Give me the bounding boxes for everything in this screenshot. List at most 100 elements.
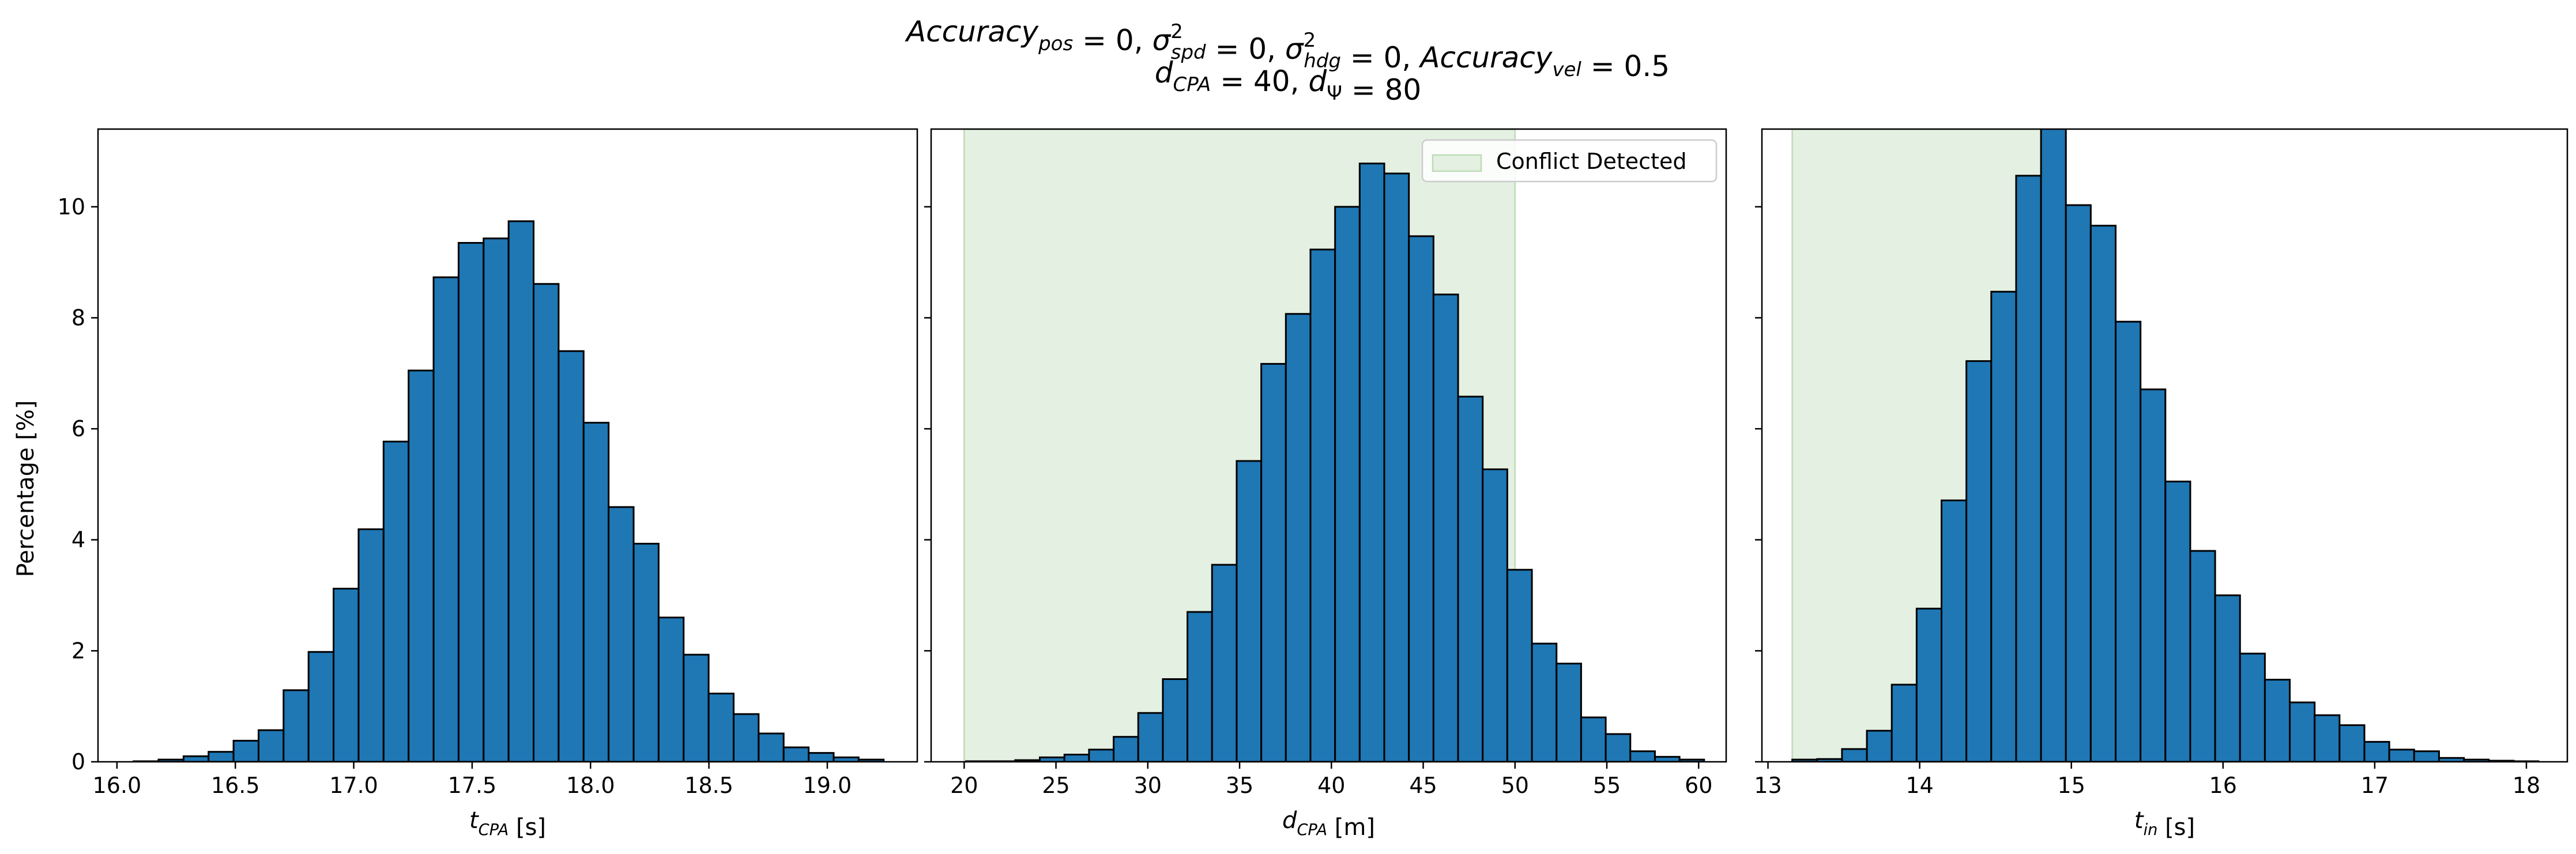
x-tick-label: 14 [1905, 773, 1933, 798]
x-tick-label: 13 [1754, 773, 1782, 798]
legend-label: Conflict Detected [1496, 149, 1686, 174]
histogram-bar [1482, 468, 1508, 762]
x-tick-label: 17.5 [448, 773, 497, 798]
y-tick-label: 10 [58, 194, 85, 220]
histogram-bar [182, 755, 210, 762]
y-axis-label: Percentage [%] [13, 400, 39, 577]
histogram-bar [257, 729, 285, 762]
histogram-bar [432, 276, 460, 762]
histogram-bar [483, 237, 510, 762]
histogram-bar [2164, 481, 2191, 762]
histogram-bar [2314, 714, 2341, 762]
histogram-bar [1383, 172, 1410, 762]
histogram-bar [208, 751, 235, 762]
figure-title-line2: dCPA = 40, dΨ = 80 [1155, 56, 1421, 107]
histogram-bar [2065, 204, 2092, 762]
histogram-bar [1654, 755, 1681, 762]
histogram-bar [558, 350, 585, 762]
histogram-bar [2214, 594, 2241, 762]
histogram-bar [1285, 313, 1312, 762]
y-tick-label: 8 [71, 305, 85, 330]
histogram-bar [357, 528, 385, 762]
x-axis-label: tin [s] [2134, 807, 2195, 841]
histogram-bar [1965, 360, 1993, 762]
histogram-bar [2289, 701, 2316, 762]
histogram-panel-3: 13 14 15 16 17 18 tin [s] [1754, 128, 2569, 841]
histogram-bar [2040, 129, 2067, 762]
histogram-bar [2363, 740, 2390, 762]
histogram-bar [707, 693, 735, 762]
y-tick-label: 2 [71, 638, 85, 663]
x-tick-label: 30 [1134, 773, 1162, 798]
histogram-bar [307, 651, 335, 762]
x-tick-label: 16.0 [93, 773, 142, 798]
histogram-panel-2: 20 25 30 35 40 45 50 55 60 dCPA [m] Conflict Detec… [924, 128, 1727, 841]
histogram-bar [1162, 678, 1189, 762]
histogram-bar [1408, 235, 1434, 762]
histogram-bar [1866, 730, 1893, 762]
x-tick-label: 60 [1685, 773, 1712, 798]
x-tick-label: 50 [1501, 773, 1529, 798]
x-tick-label: 16 [2209, 773, 2237, 798]
histogram-bar [758, 732, 785, 762]
histogram-bar [533, 283, 560, 762]
x-tick-label: 17 [2361, 773, 2389, 798]
x-tick-label: 18 [2513, 773, 2540, 798]
histogram-bar [1531, 643, 1558, 762]
plot-area [963, 129, 1705, 762]
legend-box [1421, 139, 1718, 183]
plot-area [1791, 129, 2540, 762]
histogram-bar [1088, 749, 1115, 762]
x-tick-label: 45 [1409, 773, 1437, 798]
x-tick-label: 16.5 [211, 773, 260, 798]
histogram-bar [1137, 712, 1164, 762]
x-tick-label: 18.0 [566, 773, 615, 798]
histogram-bar [1457, 395, 1484, 762]
histogram-bar [608, 506, 635, 762]
y-tick-label: 6 [71, 416, 85, 441]
y-tick-label: 4 [71, 527, 85, 553]
x-tick-label: 35 [1226, 773, 1253, 798]
histogram-bar [1890, 683, 1918, 762]
histogram-bar [1605, 733, 1632, 762]
histogram-bar [1556, 663, 1582, 762]
histogram-bar [1187, 611, 1213, 762]
histogram-bar [2015, 175, 2042, 762]
x-tick-label: 18.5 [684, 773, 733, 798]
histogram-bar [1063, 753, 1090, 762]
histogram-bar [1113, 736, 1139, 762]
histogram-bar [632, 542, 660, 762]
x-tick-label: 25 [1042, 773, 1069, 798]
histogram-bar [1358, 163, 1385, 762]
histogram-bar [808, 752, 835, 762]
figure-title-line1: Accuracypos = 0, σ2 spd = 0, σ2 hdg = 0, A… [905, 15, 1670, 83]
histogram-bar [382, 440, 410, 762]
histogram-bar [782, 746, 810, 762]
x-tick-label: 20 [950, 773, 978, 798]
histogram-bar [657, 617, 685, 762]
histogram-bar [2264, 678, 2291, 762]
legend-swatch [1432, 154, 1482, 172]
histogram-bar [1211, 564, 1238, 762]
histogram-bar [2189, 550, 2216, 762]
histogram-bar [232, 739, 259, 762]
x-tick-label: 17.0 [329, 773, 378, 798]
axes-frame [97, 128, 918, 763]
histogram-panel-1: 16.0 16.5 17.0 17.5 18.0 18.5 19.0 0 2 4 6 8 10 tCPA … [58, 128, 918, 841]
x-tick-label: 15 [2058, 773, 2085, 798]
histogram-bar [732, 713, 760, 762]
plot-area [133, 220, 885, 762]
x-tick-label: 19.0 [803, 773, 852, 798]
histogram-bar [2338, 724, 2366, 762]
histogram-bar [1940, 499, 1968, 762]
histogram-bar [2388, 749, 2415, 762]
histogram-bar [2140, 388, 2167, 762]
legend: Conflict Detected [1421, 139, 1718, 183]
axes-frame [930, 128, 1727, 763]
x-axis-label: dCPA [m] [1282, 807, 1375, 841]
histogram-bar [1915, 607, 1942, 762]
histogram-bar [408, 369, 435, 762]
x-tick-label: 55 [1593, 773, 1621, 798]
histogram-bar [1236, 460, 1263, 762]
